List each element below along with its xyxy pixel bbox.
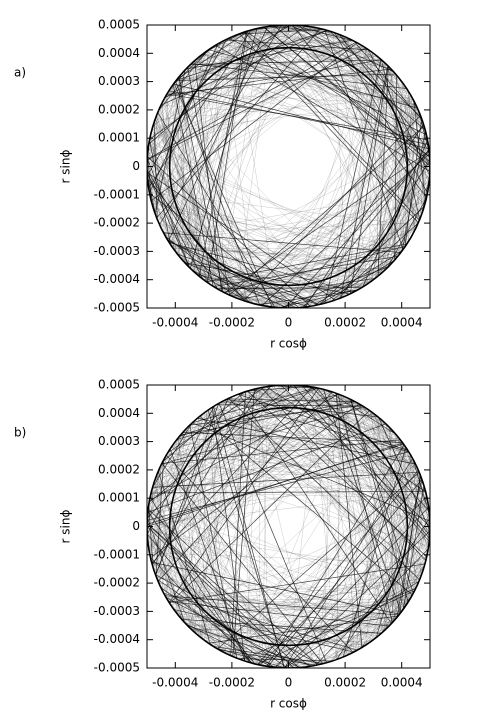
- x-tick-label: 0: [285, 316, 293, 330]
- x-tick-label: -0.0002: [209, 676, 255, 690]
- x-tick-label: -0.0004: [152, 316, 198, 330]
- trajectory-segment: [242, 33, 429, 181]
- y-tick-label: -0.0004: [94, 272, 140, 286]
- trajectory: [147, 25, 430, 308]
- trajectory-segment: [147, 409, 209, 519]
- y-tick-label: -0.0005: [94, 661, 140, 675]
- y-tick-label: 0.0001: [98, 491, 140, 505]
- trajectory-segment: [147, 25, 288, 178]
- trajectory-segment: [154, 79, 177, 122]
- x-tick-label: 0.0002: [324, 316, 366, 330]
- x-axis-label: r cosϕ: [270, 337, 307, 351]
- y-tick-label: 0.0002: [98, 462, 140, 476]
- trajectory-segment: [336, 186, 429, 300]
- trajectory-segment: [223, 401, 422, 573]
- x-tick-label: 0.0002: [324, 676, 366, 690]
- trajectory: [147, 385, 430, 668]
- trajectory-segment: [338, 150, 429, 299]
- panel-label: b): [14, 426, 26, 440]
- trajectory-segment: [177, 30, 252, 255]
- trajectory-segment: [302, 26, 417, 108]
- x-tick-label: 0.0004: [381, 676, 423, 690]
- trajectory-segment: [260, 133, 426, 305]
- y-tick-label: 0: [132, 519, 140, 533]
- y-tick-label: 0.0003: [98, 74, 140, 88]
- trajectory-segment: [307, 386, 430, 512]
- y-tick-label: 0.0005: [98, 18, 140, 32]
- y-tick-label: 0: [132, 159, 140, 173]
- trajectory-segment: [163, 388, 260, 462]
- y-axis-label: r sinϕ: [59, 509, 73, 543]
- y-tick-label: 0.0003: [98, 434, 140, 448]
- y-tick-label: -0.0003: [94, 604, 140, 618]
- y-tick-label: -0.0001: [94, 187, 140, 201]
- x-tick-label: -0.0002: [209, 316, 255, 330]
- panel-label: a): [14, 66, 26, 80]
- y-axis-label: r sinϕ: [59, 149, 73, 183]
- y-tick-label: -0.0002: [94, 576, 140, 590]
- y-tick-label: 0.0005: [98, 378, 140, 392]
- x-tick-label: 0.0004: [381, 316, 423, 330]
- y-tick-label: -0.0002: [94, 216, 140, 230]
- y-tick-label: -0.0003: [94, 244, 140, 258]
- x-tick-label: 0: [285, 676, 293, 690]
- y-tick-label: -0.0004: [94, 632, 140, 646]
- y-tick-label: -0.0001: [94, 547, 140, 561]
- x-tick-label: -0.0004: [152, 676, 198, 690]
- x-axis-label: r cosϕ: [270, 697, 307, 711]
- y-tick-label: 0.0004: [98, 406, 140, 420]
- y-tick-label: 0.0002: [98, 102, 140, 116]
- y-tick-label: -0.0005: [94, 301, 140, 315]
- y-tick-label: 0.0004: [98, 46, 140, 60]
- trajectory-segment: [163, 392, 244, 462]
- y-tick-label: 0.0001: [98, 131, 140, 145]
